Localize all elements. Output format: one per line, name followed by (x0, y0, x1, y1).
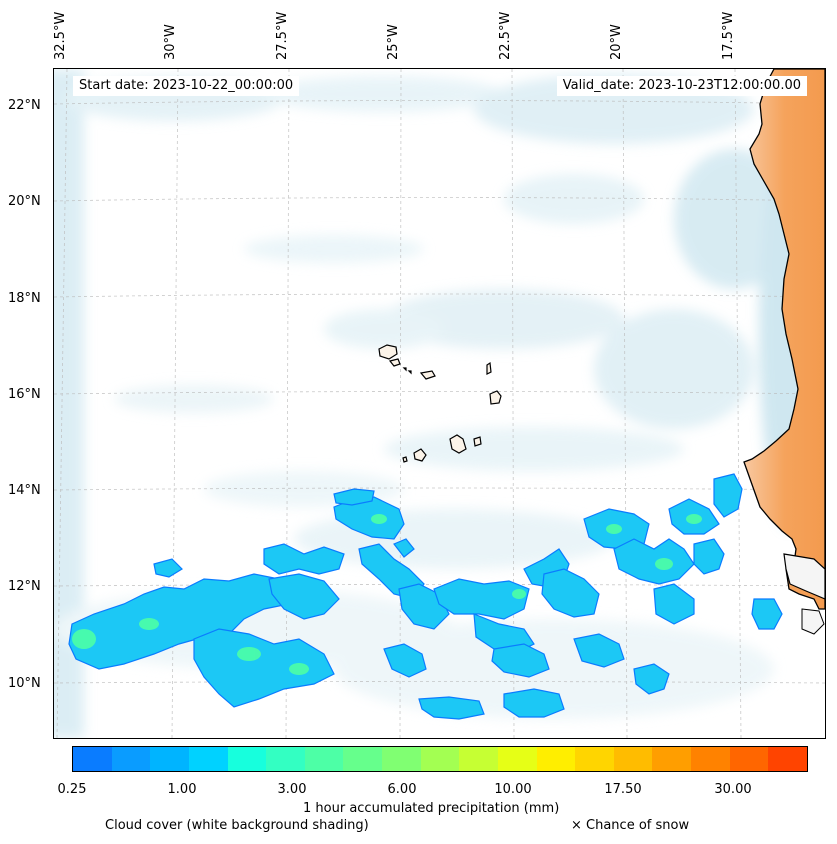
colorbar-segment (691, 747, 730, 771)
colorbar-segment (575, 747, 614, 771)
snow-caption: × Chance of snow (571, 818, 690, 833)
cloud-cover-layer (54, 69, 819, 738)
map-canvas (54, 69, 825, 738)
colorbar-segment (111, 747, 151, 771)
colorbar-segment (768, 747, 807, 771)
cloud-cover-caption: Cloud cover (white background shading) (105, 818, 369, 833)
lon-label: 22.5°W (498, 11, 513, 60)
graticule (54, 69, 825, 738)
colorbar (72, 746, 808, 772)
colorbar-segment (613, 747, 653, 771)
colorbar-tick-label: 30.00 (714, 782, 752, 797)
colorbar-segment (227, 747, 267, 771)
lon-label: 17.5°W (721, 11, 736, 60)
colorbar-tick-label: 10.00 (494, 782, 532, 797)
map-panel[interactable] (53, 68, 826, 739)
africa-coast (743, 69, 825, 635)
lon-label: 27.5°W (275, 11, 290, 60)
colorbar-tick-label: 1.00 (167, 782, 197, 797)
start-date-label: Start date: 2023-10-22_00:00:00 (73, 76, 300, 96)
lat-label: 20°N (8, 194, 41, 209)
valid-date-label: Valid_date: 2023-10-23T12:00:00.00 (556, 76, 807, 96)
colorbar-segment (652, 747, 691, 771)
colorbar-segment (304, 747, 344, 771)
lat-label: 14°N (8, 483, 41, 498)
lon-label: 30°W (163, 24, 178, 60)
colorbar-title: 1 hour accumulated precipitation (mm) (303, 801, 560, 816)
colorbar-tick-label: 3.00 (277, 782, 307, 797)
colorbar-segment (343, 747, 382, 771)
precipitation-layer (68, 473, 783, 720)
colorbar-segment (729, 747, 769, 771)
colorbar-segment (497, 747, 537, 771)
colorbar-segment (459, 747, 498, 771)
lon-label: 32.5°W (53, 11, 68, 60)
lat-label: 22°N (8, 98, 41, 113)
colorbar-segment (536, 747, 576, 771)
lat-label: 12°N (8, 579, 41, 594)
colorbar-segment (420, 747, 460, 771)
lon-label: 25°W (386, 24, 401, 60)
lat-label: 10°N (8, 676, 41, 691)
colorbar-segment (150, 747, 189, 771)
lat-label: 18°N (8, 291, 41, 306)
colorbar-segment (382, 747, 421, 771)
lat-label: 16°N (8, 387, 41, 402)
lon-label: 20°W (609, 24, 624, 60)
colorbar-segment (266, 747, 305, 771)
colorbar-segment (73, 747, 112, 771)
cape-verde-islands (378, 344, 502, 463)
colorbar-tick-label: 0.25 (57, 782, 87, 797)
colorbar-tick-label: 17.50 (604, 782, 642, 797)
colorbar-tick-label: 6.00 (387, 782, 417, 797)
colorbar-segment (188, 747, 228, 771)
